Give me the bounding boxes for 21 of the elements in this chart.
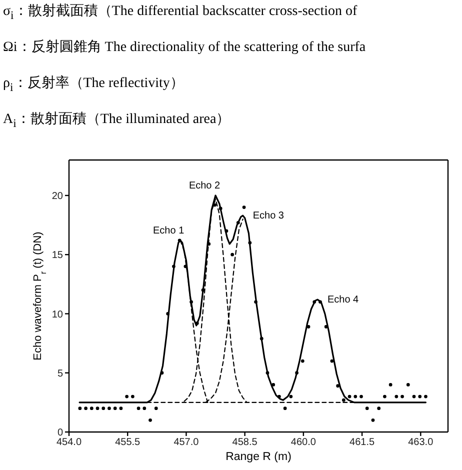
text: σ$_{i}$：散射截面積（The differential backscatter cross-section of xyxy=(3,4,358,22)
annotation: Echo 4 xyxy=(328,294,360,306)
x-tick-label: 454.0 xyxy=(56,437,82,448)
y-tick-label: 15 xyxy=(52,250,64,262)
y-tick-label: 10 xyxy=(52,309,64,320)
x-tick-label: 457.0 xyxy=(174,437,200,448)
annotation: Echo 3 xyxy=(252,210,284,222)
x-axis-title: Range R (m) xyxy=(226,451,292,463)
text: A$_{i}$：散射面積（The illuminated area） xyxy=(3,112,230,130)
text: ρ$_{i}$：反射率（The reflectivity） xyxy=(3,76,184,94)
y-tick-label: 0 xyxy=(57,428,64,439)
x-tick-label: 463.0 xyxy=(408,437,434,448)
annotation: Echo 2 xyxy=(188,180,221,192)
x-tick-label: 460.0 xyxy=(290,437,316,448)
x-tick-label: 455.5 xyxy=(115,437,141,448)
x-tick-label: 461.5 xyxy=(350,437,375,448)
text: Ωi：反射圓錐角 The directionality of the scattering of the surfa xyxy=(3,40,366,55)
annotation: Echo 1 xyxy=(153,225,185,236)
y-tick-label: 20 xyxy=(52,191,64,202)
y-tick-label: 5 xyxy=(57,368,64,380)
x-tick-label: 458.5 xyxy=(232,437,258,448)
